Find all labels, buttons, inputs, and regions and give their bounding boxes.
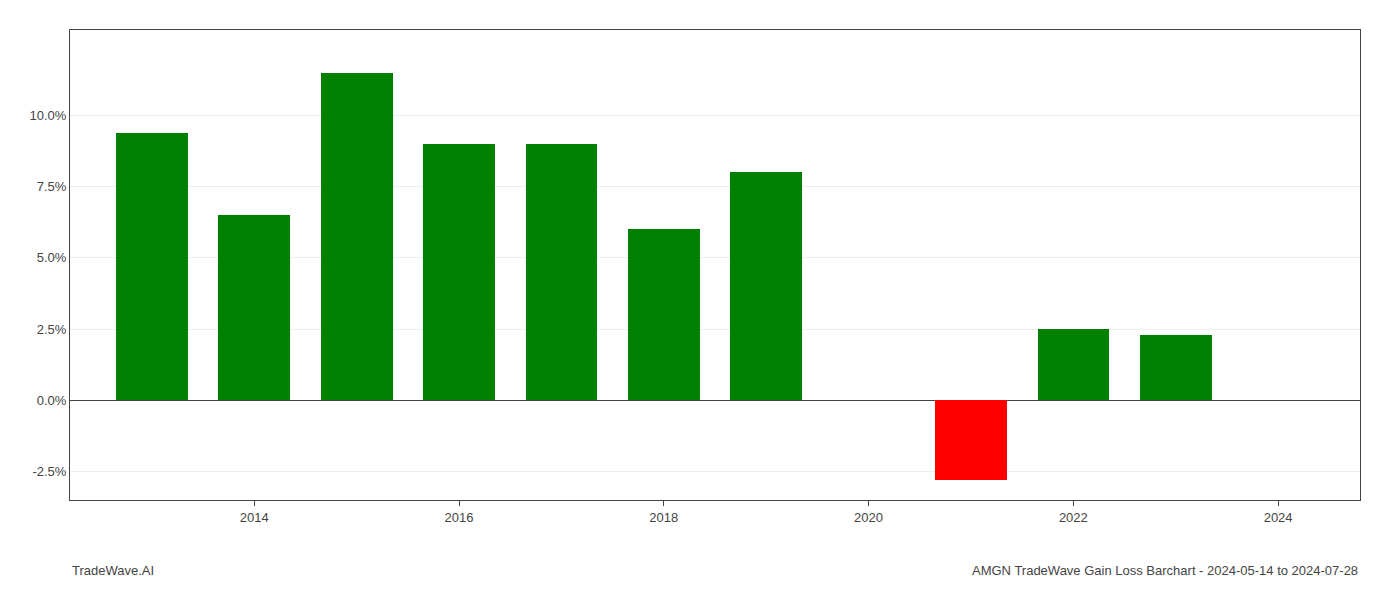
svg-text:5.0%: 5.0% [37, 250, 67, 265]
svg-text:2.5%: 2.5% [37, 322, 67, 337]
svg-text:7.5%: 7.5% [37, 179, 67, 194]
svg-text:2016: 2016 [445, 510, 474, 525]
svg-text:AMGN TradeWave Gain Loss Barch: AMGN TradeWave Gain Loss Barchart - 2024… [972, 563, 1358, 578]
svg-text:2014: 2014 [240, 510, 269, 525]
svg-text:TradeWave.AI: TradeWave.AI [72, 563, 154, 578]
svg-text:2024: 2024 [1264, 510, 1293, 525]
svg-text:10.0%: 10.0% [30, 108, 67, 123]
svg-text:2020: 2020 [854, 510, 883, 525]
svg-text:2018: 2018 [649, 510, 678, 525]
svg-text:0.0%: 0.0% [37, 393, 67, 408]
svg-text:-2.5%: -2.5% [32, 464, 66, 479]
svg-text:2022: 2022 [1059, 510, 1088, 525]
